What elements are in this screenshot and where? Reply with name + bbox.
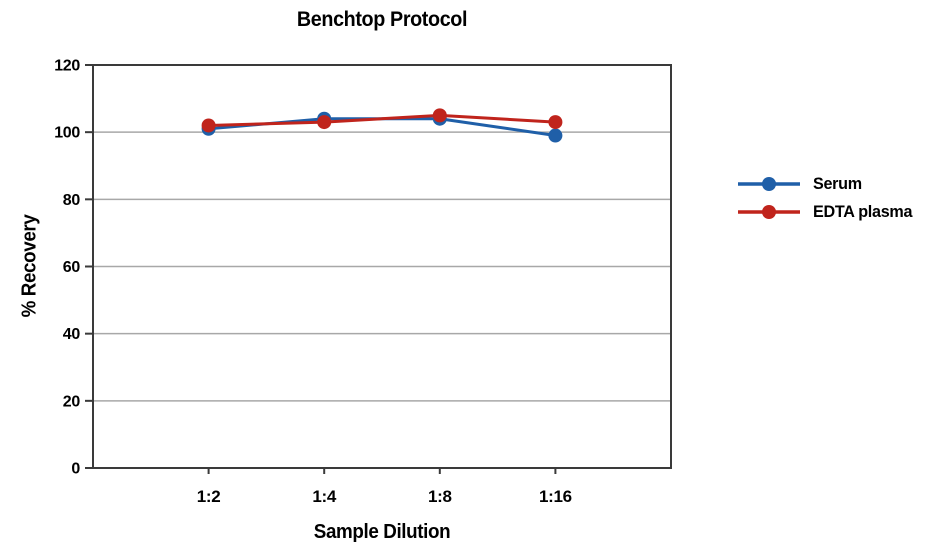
y-tick-label: 100 (54, 125, 80, 142)
x-tick-label: 1:4 (312, 487, 337, 506)
edta-plasma-marker (432, 108, 447, 123)
legend-item-edta-plasma: EDTA plasma (738, 198, 917, 226)
serum-marker (548, 128, 563, 143)
x-tick-label: 1:8 (428, 487, 452, 506)
x-tick-label: 1:16 (539, 487, 572, 506)
edta-plasma-marker (201, 118, 216, 133)
edta-plasma-line (207, 113, 557, 127)
legend-item-serum: Serum (738, 170, 917, 198)
legend-label: EDTA plasma (813, 202, 913, 221)
chart-title: Benchtop Protocol (296, 8, 468, 31)
y-tick-label: 0 (71, 461, 80, 478)
legend-marker-icon (762, 205, 776, 219)
y-tick-label: 120 (54, 58, 80, 75)
x-tick-label: 1:2 (197, 487, 221, 506)
y-tick-label: 80 (63, 192, 81, 209)
y-tick-label: 60 (63, 259, 81, 276)
x-axis-title: Sample Dilution (313, 521, 451, 543)
legend-marker-icon (762, 177, 776, 191)
y-tick-label: 20 (63, 393, 81, 410)
legend: Serum EDTA plasma (738, 170, 917, 226)
edta-plasma-marker (317, 115, 332, 130)
serum-line (207, 117, 557, 138)
legend-label: Serum (813, 174, 862, 193)
serum-legend-swatch-icon (738, 177, 800, 191)
edta-plasma-legend-swatch-icon (738, 205, 800, 219)
y-tick-label: 40 (63, 326, 81, 343)
edta-plasma-marker (548, 115, 563, 130)
